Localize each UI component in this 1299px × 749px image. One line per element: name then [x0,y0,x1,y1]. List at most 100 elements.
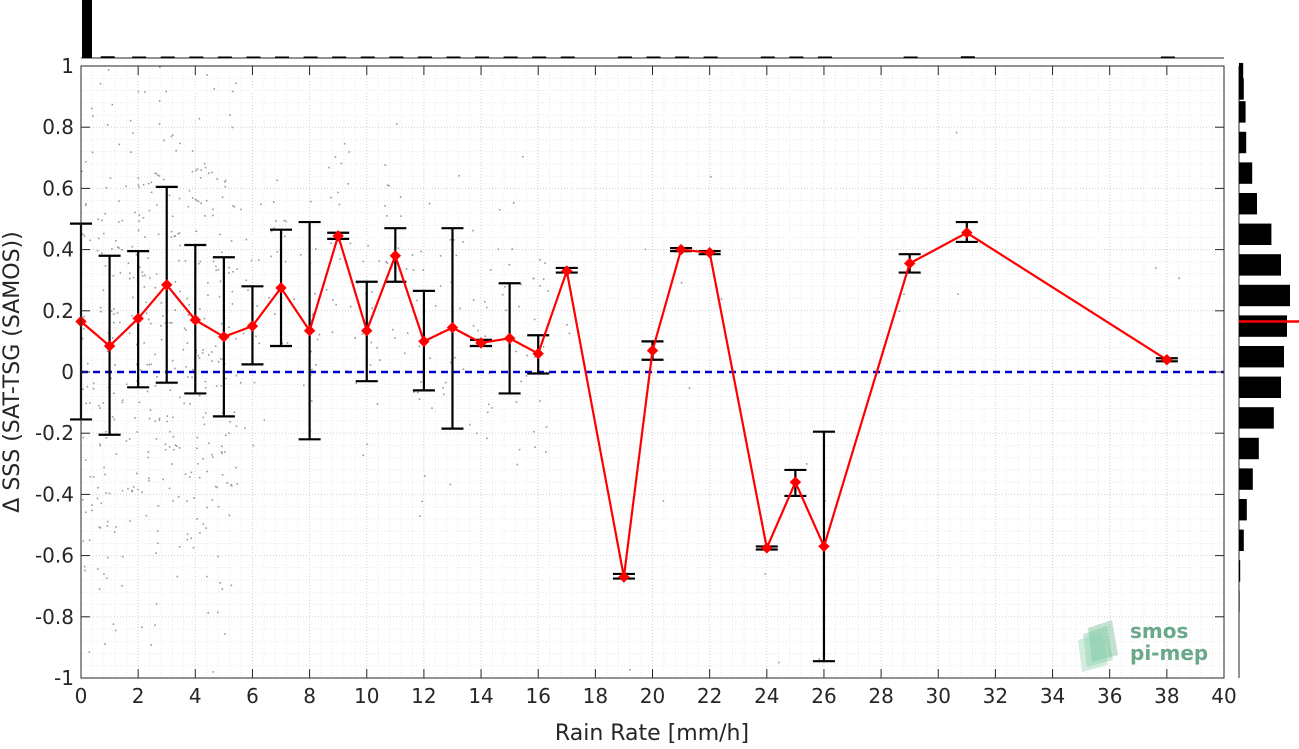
scatter-point [82,540,85,542]
scatter-point [127,487,129,490]
scatter-point [217,268,220,271]
y-tick-label: 0.2 [42,299,74,323]
scatter-point [144,91,146,93]
scatter-point [101,252,103,255]
scatter-point [216,486,218,489]
scatter-point [171,359,174,362]
scatter-point [208,354,210,356]
scatter-point [220,251,223,254]
scatter-point [488,403,490,406]
scatter-point [179,290,181,293]
scatter-point [168,487,171,490]
scatter-point [128,277,131,280]
scatter-point [488,372,491,375]
scatter-point [228,272,230,274]
scatter-point [207,282,209,284]
scatter-point [169,321,171,324]
right-hist-bar [1239,468,1253,490]
scatter-point [356,282,359,284]
scatter-point [214,345,217,347]
scatter-point [275,220,277,222]
x-tick-label: 28 [868,684,893,708]
scatter-point [138,186,141,189]
scatter-point [235,425,238,428]
scatter-point [148,209,151,212]
scatter-point [104,643,106,645]
x-tick-label: 30 [926,684,951,708]
scatter-point [399,196,402,198]
scatter-point [431,407,433,409]
scatter-point [135,253,138,256]
top-hist-bar [217,56,232,58]
x-tick-label: 24 [754,684,779,708]
scatter-point [221,474,224,476]
scatter-point [204,380,207,383]
scatter-point [142,216,145,219]
scatter-point [384,205,386,207]
scatter-point [174,234,177,237]
mean-point [675,243,687,256]
scatter-point [83,315,85,318]
scatter-point [224,434,227,437]
scatter-point [310,200,312,203]
scatter-point [202,458,204,460]
mean-series-line [80,231,1168,578]
scatter-point [156,530,159,532]
scatter-point [118,200,120,202]
scatter-point [228,326,230,329]
scatter-point [413,391,415,393]
scatter-point [501,293,504,296]
y-tick-label: 0 [61,360,74,384]
scatter-point [84,204,87,207]
scatter-point [361,333,364,335]
top-hist-bar [703,56,718,58]
scatter-point [171,215,174,218]
scatter-point [81,170,83,173]
scatter-point [197,200,200,203]
mean-points [75,227,1173,583]
scatter-point [805,463,808,465]
scatter-point [118,221,120,223]
scatter-point [169,389,172,392]
right-hist-bar [1239,131,1247,154]
scatter-point [455,254,458,257]
scatter-point [420,381,422,383]
scatter-point [203,423,206,426]
scatter-point [190,537,192,540]
scatter-point [158,175,161,177]
scatter-point [418,398,421,400]
scatter-point [520,283,522,286]
right-hist-bar [1239,62,1244,85]
scatter-point [141,491,143,494]
scatter-point [179,142,181,145]
scatter-point [318,333,321,336]
scatter-point [315,363,317,366]
scatter-point [720,298,723,301]
scatter-point [338,203,341,206]
scatter-point [99,407,101,409]
scatter-point [170,135,173,138]
scatter-point [272,201,275,203]
scatter-point [160,302,163,304]
scatter-point [196,199,198,202]
y-tick-label: 0.6 [42,176,74,200]
scatter-point [270,255,272,258]
scatter-point [115,453,118,455]
scatter-point [228,266,230,269]
scatter-point [163,139,165,142]
scatter-point [276,179,279,182]
scatter-point [108,492,111,495]
scatter-point [824,500,827,502]
scatter-point [145,301,147,304]
scatter-point [202,523,205,525]
scatter-point [163,178,165,181]
x-tick-label: 26 [811,684,836,708]
scatter-point [103,466,105,469]
scatter-point [444,381,447,384]
scatter-point [395,123,398,125]
scatter-point [155,273,158,275]
scatter-point [228,514,231,517]
scatter-point [283,235,286,238]
scatter-point [384,164,387,166]
scatter-point [177,496,180,498]
